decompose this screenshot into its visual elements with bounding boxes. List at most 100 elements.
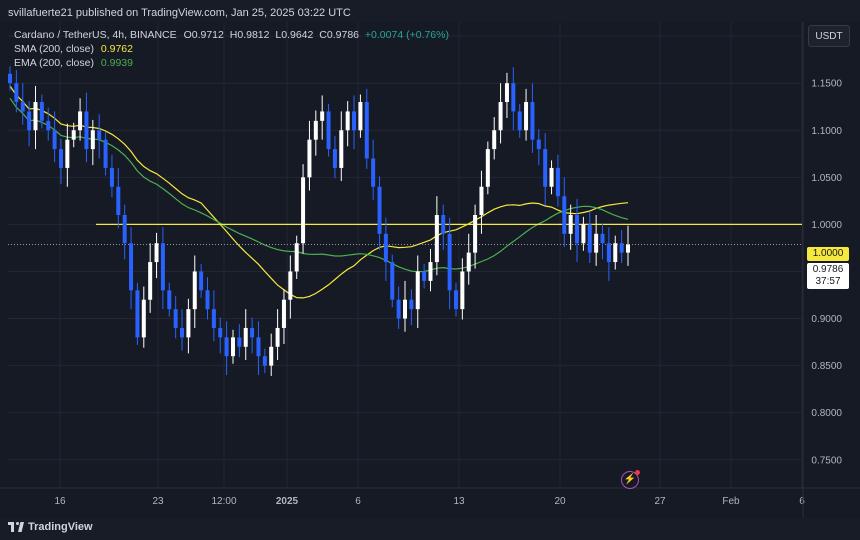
candle-body: [619, 243, 624, 253]
candle-body: [33, 102, 38, 131]
candle-body: [498, 102, 503, 131]
y-tick-label: 1.1000: [811, 126, 842, 137]
candle-body: [543, 149, 548, 187]
candle-body: [275, 327, 280, 347]
candle-body: [109, 167, 114, 187]
candle-body: [626, 244, 630, 253]
y-tick-label: 1.0500: [811, 173, 842, 184]
candle-body: [403, 299, 408, 319]
candle-body: [52, 130, 57, 150]
y-tick-label: 1.1500: [811, 79, 842, 90]
candle-body: [587, 224, 592, 253]
candle-body: [345, 111, 350, 131]
candle-body: [65, 139, 70, 168]
chart-legend: Cardano / TetherUS, 4h, BINANCE O0.9712 …: [14, 28, 449, 70]
candle-body: [192, 271, 197, 310]
candle-body: [383, 233, 388, 263]
candle-body: [129, 243, 134, 291]
candle-body: [160, 243, 165, 291]
candle-body: [447, 233, 452, 291]
brand-name: TradingView: [28, 521, 93, 533]
candle-body: [224, 337, 229, 357]
legend-ema-row[interactable]: EMA (200, close) 0.9939: [14, 56, 449, 70]
symbol-label[interactable]: Cardano / TetherUS, 4h, BINANCE: [14, 29, 177, 41]
candle-body: [167, 290, 172, 310]
candle-body: [205, 290, 210, 310]
candle-body: [409, 299, 414, 310]
candle-body: [154, 243, 159, 263]
candle-body: [479, 186, 484, 215]
candle-body: [313, 120, 318, 140]
x-tick-label: 2025: [276, 496, 299, 507]
candle-body: [90, 130, 95, 150]
candle-body: [199, 271, 204, 291]
candle-body: [594, 233, 599, 253]
candle-body: [352, 111, 357, 131]
candle-body: [116, 186, 121, 215]
candle-body: [84, 111, 89, 150]
x-tick-label: 12:00: [211, 496, 236, 507]
candle-body: [148, 262, 153, 300]
high-value: H0.9812: [229, 29, 270, 41]
candle-body: [173, 309, 178, 328]
candle-body: [332, 149, 337, 168]
candle-body: [581, 224, 586, 244]
candle-body: [339, 130, 344, 168]
candle-body: [58, 149, 63, 168]
candle-body: [78, 111, 83, 131]
y-tick-label: 1.0000: [811, 220, 842, 231]
candle-body: [211, 309, 216, 328]
candle-body: [600, 233, 605, 244]
y-tick-label: 0.8000: [811, 408, 842, 419]
x-tick-label: 20: [554, 496, 566, 507]
candle-body: [358, 102, 363, 131]
candle-body: [71, 130, 76, 140]
candle-body: [549, 167, 554, 187]
candle-body: [218, 327, 223, 338]
legend-sma-row[interactable]: SMA (200, close) 0.9762: [14, 42, 449, 56]
change-value: +0.0074 (+0.76%): [364, 29, 449, 41]
candle-body: [460, 271, 465, 310]
candle-body: [562, 196, 567, 234]
candle-body: [27, 111, 32, 131]
low-value: L0.9642: [275, 29, 314, 41]
close-value: C0.9786: [319, 29, 359, 41]
x-tick-label: 27: [654, 496, 666, 507]
candle-body: [281, 299, 286, 328]
sma-label: SMA (200, close): [14, 43, 94, 55]
level-lines: [8, 223, 802, 246]
chart-pane[interactable]: 0.75000.80000.85000.90000.95001.00001.05…: [0, 22, 860, 518]
candle-body: [301, 177, 306, 244]
candle-body: [428, 262, 433, 281]
candle-body: [377, 186, 382, 234]
candle-body: [262, 356, 267, 366]
legend-symbol-row: Cardano / TetherUS, 4h, BINANCE O0.9712 …: [14, 28, 449, 42]
candle-body: [396, 299, 401, 319]
x-tick-label: 6: [799, 496, 805, 507]
candle-body: [364, 102, 369, 159]
candle-body: [434, 214, 439, 263]
candle-body: [441, 214, 446, 234]
candle-body: [320, 111, 325, 121]
ema-label: EMA (200, close): [14, 57, 94, 69]
last-price-tag: 0.9786 37:57: [807, 263, 849, 289]
grid: [8, 22, 803, 488]
candle-body: [485, 149, 490, 187]
candle-body: [250, 327, 255, 338]
candle-body: [473, 214, 478, 253]
currency-button[interactable]: USDT: [808, 25, 850, 47]
tradingview-logo[interactable]: TradingView: [8, 521, 93, 533]
lightning-icon[interactable]: ⚡: [621, 470, 640, 489]
publisher-credit: svillafuerte21 published on TradingView.…: [8, 7, 351, 19]
candle-body: [524, 102, 529, 131]
candle-body: [517, 111, 522, 131]
candle-body: [8, 73, 12, 84]
candle-body: [122, 214, 127, 244]
candle-body: [575, 214, 580, 244]
candle-body: [256, 337, 261, 357]
candle-body: [492, 130, 497, 150]
x-tick-label: 6: [355, 496, 361, 507]
candle-body: [415, 271, 420, 310]
candle-body: [307, 139, 312, 178]
candle-body: [186, 309, 191, 338]
